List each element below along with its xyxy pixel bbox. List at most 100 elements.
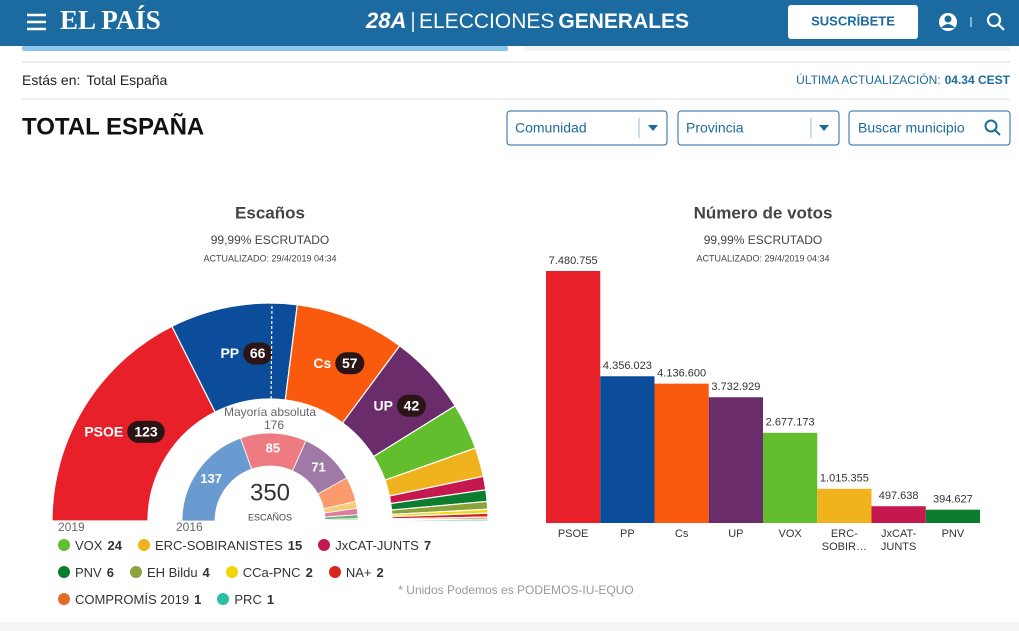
- legend-swatch: [225, 566, 238, 578]
- search-handle: [997, 23, 1005, 31]
- bar-category: JxCAT-JUNTS: [881, 528, 917, 553]
- bar: [817, 488, 872, 523]
- breadcrumb: Estás en: Total España: [22, 72, 168, 88]
- slice-value: 57: [342, 355, 358, 371]
- select-arrow: [819, 125, 829, 131]
- update-time: 04.34 CEST: [945, 73, 1011, 87]
- search-placeholder[interactable]: Buscar municipio: [858, 120, 965, 136]
- value-badge: [127, 420, 165, 443]
- bar-value-label: 3.732.929: [711, 381, 760, 393]
- legend-item: VOX 24: [58, 536, 122, 554]
- search-lens: [986, 12, 1002, 28]
- filter-provincia[interactable]: Provincia: [677, 110, 840, 146]
- bar: [600, 376, 655, 523]
- bar: [654, 383, 709, 523]
- bar-value-label: 497.638: [879, 490, 919, 502]
- chart-subtitle: 99,99% ESCRUTADO: [211, 233, 329, 247]
- section-bold: GENERALES: [558, 10, 689, 33]
- legend-item: NA+ 2: [328, 563, 384, 581]
- total-seats: 350: [250, 479, 290, 506]
- footnote: * Unidos Podemos es PODEMOS-IU-EQUO: [398, 583, 633, 597]
- legend-swatch: [318, 539, 331, 551]
- legend-value: 24: [107, 537, 122, 553]
- legend-value: 7: [423, 537, 432, 553]
- select-label[interactable]: Provincia: [686, 120, 744, 136]
- slice-value: 123: [134, 424, 158, 440]
- seat-slice: [324, 519, 359, 522]
- user-icon[interactable]: [939, 13, 957, 31]
- legend-item: CCa-PNC 2: [225, 563, 313, 581]
- bar-value-label: 4.136.600: [657, 368, 706, 380]
- value-badge: [243, 342, 273, 365]
- footer-shadow: [0, 622, 1019, 631]
- search-box[interactable]: [848, 110, 1011, 146]
- user-body: [941, 24, 955, 28]
- search-icon[interactable]: [986, 12, 1005, 31]
- section-text: ELECCIONES: [419, 10, 554, 33]
- legend-value: 4: [202, 564, 210, 580]
- bar: [925, 509, 980, 523]
- legend-swatch: [58, 539, 70, 551]
- bar-value-label: 1.015.355: [820, 473, 869, 485]
- ring-label: 2016: [176, 520, 203, 534]
- bar: [708, 397, 763, 523]
- legend-name: CCa-PNC: [242, 564, 301, 580]
- legend-swatch: [328, 566, 341, 578]
- bar-category: ERC-SOBIR…: [822, 528, 867, 553]
- chart-title: Escaños: [235, 203, 305, 222]
- bar-value-label: 7.480.755: [549, 255, 598, 267]
- filter-comunidad[interactable]: Comunidad: [506, 110, 668, 146]
- legend-name: EH Bildu: [146, 564, 198, 580]
- tab: [524, 46, 1010, 51]
- select-box[interactable]: [677, 110, 840, 146]
- breadcrumb-label: Estás en:: [22, 72, 80, 88]
- event-logo: 28A: [365, 8, 406, 33]
- ring-label: 2019: [58, 520, 85, 534]
- legend-value: 1: [266, 591, 275, 607]
- legend-swatch: [137, 539, 150, 551]
- legend-item: PRC 1: [217, 590, 274, 608]
- select-box[interactable]: [506, 110, 668, 146]
- legend-value: 6: [106, 564, 114, 580]
- breadcrumb-current[interactable]: Total España: [86, 72, 167, 88]
- select-arrow: [648, 125, 658, 131]
- legend-swatch: [217, 593, 230, 605]
- bar-category: PSOE: [558, 528, 589, 540]
- legend: VOX 24 ERC-SOBIRANISTES 15 JxCAT-JUNTS 7 PNV 6 E…: [58, 536, 498, 608]
- slice-value: 42: [404, 397, 420, 413]
- page-title: TOTAL ESPAÑA: [22, 112, 204, 140]
- legend-item: PNV 6: [58, 563, 114, 581]
- slice-value: 137: [200, 471, 222, 486]
- majority-line: [270, 303, 273, 400]
- legend-item: ERC-SOBIRANISTES 15: [137, 536, 303, 554]
- logo[interactable]: EL PAÍS: [60, 5, 161, 35]
- bar-value-label: 4.356.023: [603, 360, 652, 372]
- legend-value: 1: [194, 591, 202, 607]
- majority-label: Mayoría absoluta: [224, 405, 316, 419]
- legend-swatch: [58, 593, 70, 605]
- menu-icon[interactable]: [27, 13, 46, 31]
- majority-text: Mayoría absoluta: [224, 405, 316, 419]
- bar-category: PP: [620, 528, 635, 540]
- legend-name: VOX: [75, 537, 103, 553]
- legend-name: COMPROMÍS 2019: [75, 591, 190, 607]
- subscribe-button[interactable]: [788, 5, 918, 39]
- value-badge: [396, 394, 426, 417]
- subscribe-label[interactable]: SUSCRÍBETE: [811, 13, 895, 28]
- seat-slice: [391, 518, 489, 522]
- legend-item: JxCAT-JUNTS 7: [318, 536, 431, 554]
- legend-value: 2: [305, 564, 313, 580]
- bar: [871, 506, 926, 523]
- legend-name: ERC-SOBIRANISTES: [154, 537, 283, 553]
- legend-item: COMPROMÍS 2019 1: [58, 590, 201, 608]
- select-label[interactable]: Comunidad: [515, 120, 587, 136]
- bar: [546, 271, 601, 523]
- search-municipio[interactable]: Buscar municipio: [848, 110, 1011, 146]
- bar-category: VOX: [779, 528, 803, 540]
- majority-label: 176: [264, 418, 284, 432]
- slice-name: Cs: [313, 355, 331, 371]
- legend-value: 15: [287, 537, 303, 553]
- update-label: ÚLTIMA ACTUALIZACIÓN:: [796, 72, 940, 87]
